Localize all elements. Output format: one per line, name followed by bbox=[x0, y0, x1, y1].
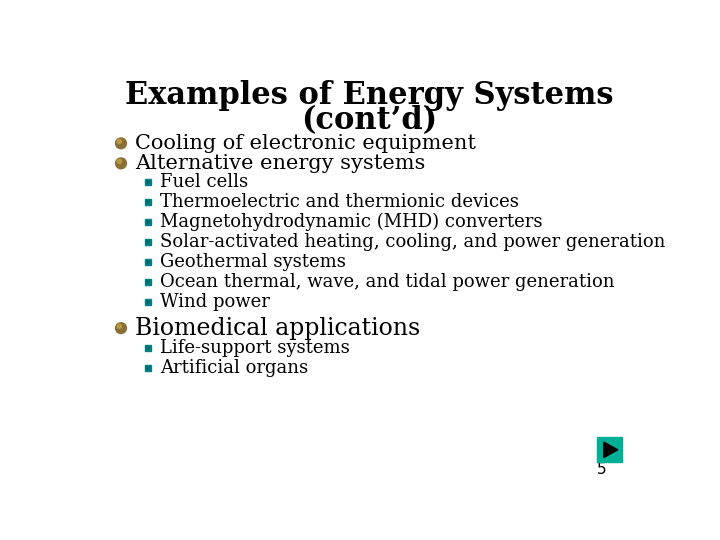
Text: Alternative energy systems: Alternative energy systems bbox=[135, 154, 426, 173]
Bar bbox=[145, 346, 150, 351]
Bar bbox=[146, 366, 150, 370]
Bar bbox=[146, 180, 150, 184]
Text: (cont’d): (cont’d) bbox=[301, 105, 437, 136]
Text: Wind power: Wind power bbox=[160, 293, 269, 311]
Text: Fuel cells: Fuel cells bbox=[160, 173, 248, 191]
Bar bbox=[145, 219, 150, 225]
Text: Solar-activated heating, cooling, and power generation: Solar-activated heating, cooling, and po… bbox=[160, 233, 665, 251]
Bar bbox=[146, 346, 150, 350]
Text: 5: 5 bbox=[597, 462, 606, 477]
Circle shape bbox=[117, 139, 122, 144]
Circle shape bbox=[116, 138, 127, 148]
Text: Life-support systems: Life-support systems bbox=[160, 339, 349, 357]
Bar bbox=[145, 239, 150, 245]
Bar bbox=[145, 179, 150, 185]
Bar bbox=[146, 220, 150, 224]
Bar bbox=[146, 260, 150, 264]
Bar bbox=[146, 240, 150, 244]
Circle shape bbox=[116, 323, 127, 334]
Text: Ocean thermal, wave, and tidal power generation: Ocean thermal, wave, and tidal power gen… bbox=[160, 273, 614, 291]
Polygon shape bbox=[604, 442, 618, 457]
Bar bbox=[145, 279, 150, 285]
Circle shape bbox=[117, 324, 122, 328]
Text: Thermoelectric and thermionic devices: Thermoelectric and thermionic devices bbox=[160, 193, 518, 211]
Bar bbox=[146, 200, 150, 204]
Bar bbox=[146, 300, 150, 304]
Bar bbox=[597, 437, 621, 462]
Text: Cooling of electronic equipment: Cooling of electronic equipment bbox=[135, 134, 476, 153]
Text: Artificial organs: Artificial organs bbox=[160, 359, 308, 377]
Text: Biomedical applications: Biomedical applications bbox=[135, 316, 420, 340]
Bar bbox=[145, 199, 150, 205]
Circle shape bbox=[117, 159, 122, 164]
Text: Examples of Energy Systems: Examples of Energy Systems bbox=[125, 80, 613, 111]
Bar bbox=[145, 366, 150, 371]
Bar bbox=[145, 299, 150, 305]
Circle shape bbox=[116, 158, 127, 168]
Bar bbox=[145, 259, 150, 265]
Text: Geothermal systems: Geothermal systems bbox=[160, 253, 346, 271]
Bar bbox=[146, 280, 150, 284]
Text: Magnetohydrodynamic (MHD) converters: Magnetohydrodynamic (MHD) converters bbox=[160, 213, 542, 231]
